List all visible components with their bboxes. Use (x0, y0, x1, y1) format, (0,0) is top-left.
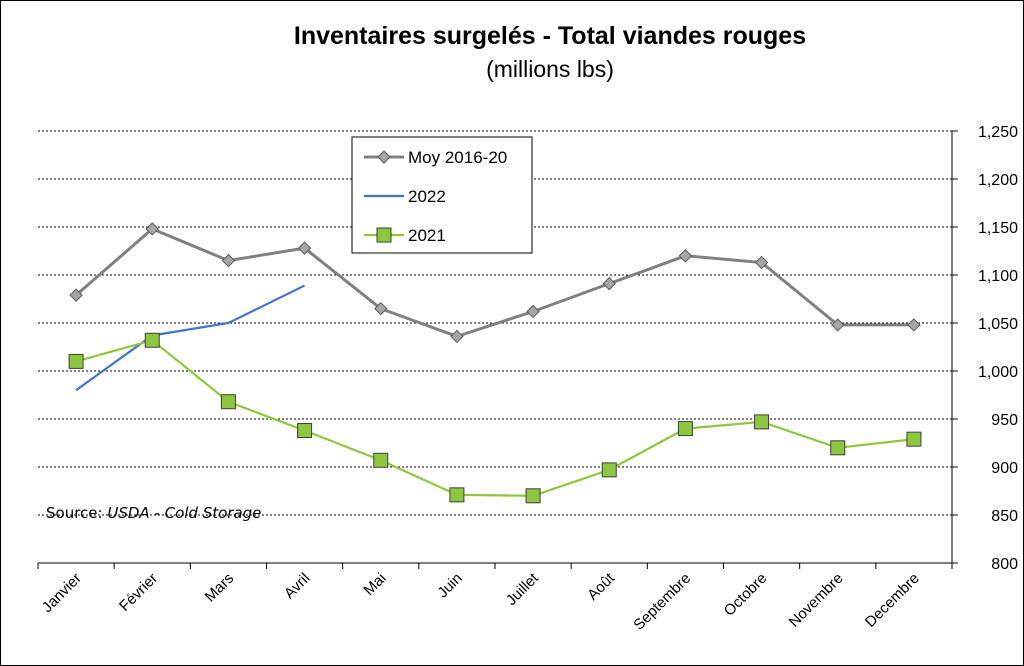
legend-item: 2021 (364, 226, 446, 245)
legend-item: Moy 2016-20 (364, 148, 507, 167)
y-tick-label: 800 (991, 556, 1018, 573)
x-tick-label: Novembre (786, 570, 847, 631)
chart-title: Inventaires surgelés - Total viandes rou… (293, 22, 807, 50)
square-marker (525, 488, 541, 504)
x-tick-label: Decembre (862, 570, 923, 631)
square-marker (376, 227, 392, 243)
y-tick-label: 1,200 (978, 172, 1018, 189)
square-marker (68, 353, 84, 369)
source-text: USDA - Cold Storage (107, 504, 262, 522)
square-marker (144, 332, 160, 348)
y-tick-label: 1,000 (978, 364, 1018, 381)
square-marker (906, 431, 922, 447)
diamond-marker (526, 304, 540, 319)
x-tick-label: Mai (360, 570, 389, 599)
legend-label: Moy 2016-20 (408, 148, 507, 167)
series-2022 (75, 284, 306, 392)
series-moy-2016-20 (69, 222, 921, 344)
x-tick-label: Juin (434, 570, 465, 601)
x-tick-label: Mars (202, 570, 238, 606)
y-axis: 800 850 900 950 1,000 1,050 1,100 1,150 1,200 1,2… (951, 124, 1018, 573)
series-lines (68, 222, 922, 504)
legend: Moy 2016-20 2022 2021 (351, 136, 533, 254)
square-marker (830, 440, 846, 456)
y-tick-label: 1,100 (978, 268, 1018, 285)
y-tick-label: 1,150 (978, 220, 1018, 237)
square-marker (754, 414, 770, 430)
x-axis: Janvier Février Mars Avril Mai Juin Juillet Aoû… (37, 562, 953, 634)
square-marker (677, 421, 693, 437)
series-line (75, 284, 306, 392)
source-note: Source: USDA - Cold Storage (46, 504, 261, 522)
y-tick-label: 850 (991, 508, 1018, 525)
square-marker (601, 462, 617, 478)
diamond-marker (221, 253, 236, 268)
source-label: Source: (46, 504, 108, 522)
legend-label: 2021 (408, 226, 446, 245)
square-marker (297, 423, 313, 439)
diamond-marker (831, 318, 845, 332)
chart-subtitle: (millions lbs) (486, 56, 614, 82)
diamond-marker (754, 255, 769, 270)
diamond-marker (602, 276, 616, 291)
y-tick-label: 1,250 (978, 124, 1018, 141)
diamond-marker (69, 288, 83, 302)
x-tick-label: Février (116, 570, 161, 615)
legend-item: 2022 (364, 187, 446, 206)
diamond-marker (678, 249, 693, 263)
square-marker (220, 394, 236, 410)
y-tick-label: 900 (991, 460, 1018, 477)
series-2021 (68, 332, 922, 504)
diamond-marker (145, 222, 159, 236)
x-tick-label: Juillet (503, 569, 543, 609)
legend-label: 2022 (408, 187, 446, 206)
square-marker (373, 452, 389, 468)
x-tick-label: Janvier (39, 570, 85, 616)
series-line (75, 227, 914, 339)
x-tick-label: Août (584, 569, 618, 603)
diamond-marker (374, 301, 388, 316)
series-line (75, 339, 915, 497)
diamond-marker (907, 318, 921, 332)
x-tick-label: Avril (281, 570, 313, 602)
x-tick-label: Octobre (721, 570, 771, 620)
diamond-marker (297, 241, 312, 255)
x-tick-label: Septembre (630, 570, 694, 634)
diamond-marker (377, 150, 391, 164)
y-tick-label: 950 (991, 412, 1018, 429)
diamond-marker (450, 329, 464, 344)
square-marker (449, 487, 465, 503)
y-tick-label: 1,050 (978, 316, 1018, 333)
